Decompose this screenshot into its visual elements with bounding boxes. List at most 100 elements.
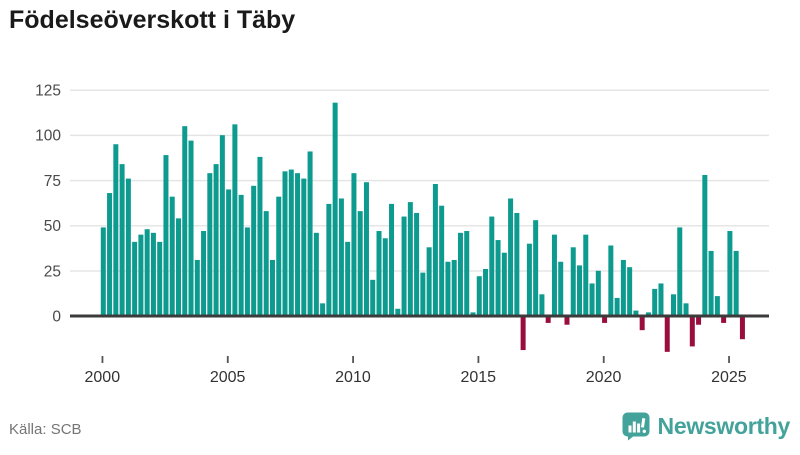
bar xyxy=(207,173,213,316)
bar-chart-speech-bubble-icon xyxy=(621,411,651,441)
y-axis-tick-label: 25 xyxy=(44,263,61,280)
bar xyxy=(639,317,645,331)
bar xyxy=(263,211,269,316)
bar xyxy=(721,317,727,323)
x-axis-tick-mark xyxy=(352,356,354,363)
bar xyxy=(577,265,583,316)
bar xyxy=(376,231,382,316)
gridline xyxy=(70,179,769,182)
x-axis-tick-label: 2025 xyxy=(711,369,747,386)
x-axis-tick-label: 2010 xyxy=(335,369,371,386)
bar xyxy=(645,312,651,316)
bar xyxy=(188,140,194,316)
bar xyxy=(627,267,633,316)
bar xyxy=(182,126,188,316)
brand-logo: Newsworthy xyxy=(621,411,790,441)
bar xyxy=(213,164,219,316)
gridline xyxy=(70,89,769,91)
bar xyxy=(320,303,326,316)
y-axis-tick-label: 100 xyxy=(35,128,61,145)
bar xyxy=(457,232,463,316)
bar xyxy=(338,198,344,316)
bar xyxy=(251,185,257,316)
source-label: Källa: SCB xyxy=(9,421,82,438)
bar xyxy=(144,229,150,316)
bar xyxy=(658,283,664,316)
bar xyxy=(545,317,551,323)
bar xyxy=(119,164,125,316)
bar xyxy=(113,144,119,316)
bar xyxy=(451,259,457,316)
x-axis-tick-label: 2005 xyxy=(210,369,246,386)
bar xyxy=(520,317,526,351)
bar xyxy=(733,250,739,316)
bar xyxy=(100,227,106,316)
bar xyxy=(495,240,501,316)
x-axis-tick-label: 2020 xyxy=(586,369,622,386)
bar xyxy=(551,234,557,316)
bar xyxy=(389,203,395,316)
bar xyxy=(426,247,432,316)
bar xyxy=(269,259,275,316)
bar xyxy=(614,297,620,316)
bar xyxy=(714,296,720,316)
bar xyxy=(244,227,250,316)
bar xyxy=(357,211,363,316)
bar xyxy=(420,272,426,316)
bar xyxy=(345,241,351,316)
bar xyxy=(432,184,438,316)
bar xyxy=(608,245,614,316)
bar xyxy=(288,169,294,316)
bar xyxy=(470,312,476,316)
bar xyxy=(157,241,163,316)
bar xyxy=(445,261,451,316)
bar xyxy=(439,205,445,316)
y-axis-tick-label: 0 xyxy=(52,309,61,326)
bar xyxy=(194,259,200,316)
bar xyxy=(464,231,470,316)
x-axis-tick-label: 2000 xyxy=(85,369,121,386)
bar xyxy=(664,317,670,352)
bar xyxy=(539,294,545,316)
bar xyxy=(175,218,181,316)
bar xyxy=(169,196,175,316)
bar xyxy=(363,182,369,316)
bar xyxy=(257,156,263,316)
bar xyxy=(508,198,514,316)
brand-wordmark: Newsworthy xyxy=(657,412,791,439)
bar xyxy=(414,212,420,316)
bar xyxy=(370,279,376,316)
bar xyxy=(727,231,733,316)
bar xyxy=(514,212,520,316)
bar xyxy=(620,259,626,316)
bar xyxy=(702,174,708,316)
page-title: Födelseöverskott i Täby xyxy=(9,6,296,34)
bar xyxy=(677,227,683,316)
bar xyxy=(652,288,658,316)
y-axis-tick-label: 125 xyxy=(35,83,61,100)
bar xyxy=(351,173,357,316)
bar xyxy=(163,155,169,316)
bar xyxy=(282,171,288,316)
bar xyxy=(533,220,539,316)
bar xyxy=(558,261,564,316)
bar xyxy=(125,178,131,316)
bar xyxy=(595,270,601,316)
bar xyxy=(739,317,745,340)
bar xyxy=(107,193,113,316)
gridline xyxy=(70,270,769,272)
bar xyxy=(301,178,307,316)
bar xyxy=(708,250,714,316)
bar xyxy=(132,241,138,316)
bar xyxy=(201,231,207,316)
x-axis-tick-mark xyxy=(101,356,104,363)
bar xyxy=(602,317,608,323)
bar xyxy=(526,243,532,316)
bar xyxy=(382,238,388,316)
bar xyxy=(696,317,702,325)
bar xyxy=(633,310,639,316)
x-axis-tick-mark xyxy=(602,356,605,363)
bar xyxy=(489,216,495,316)
